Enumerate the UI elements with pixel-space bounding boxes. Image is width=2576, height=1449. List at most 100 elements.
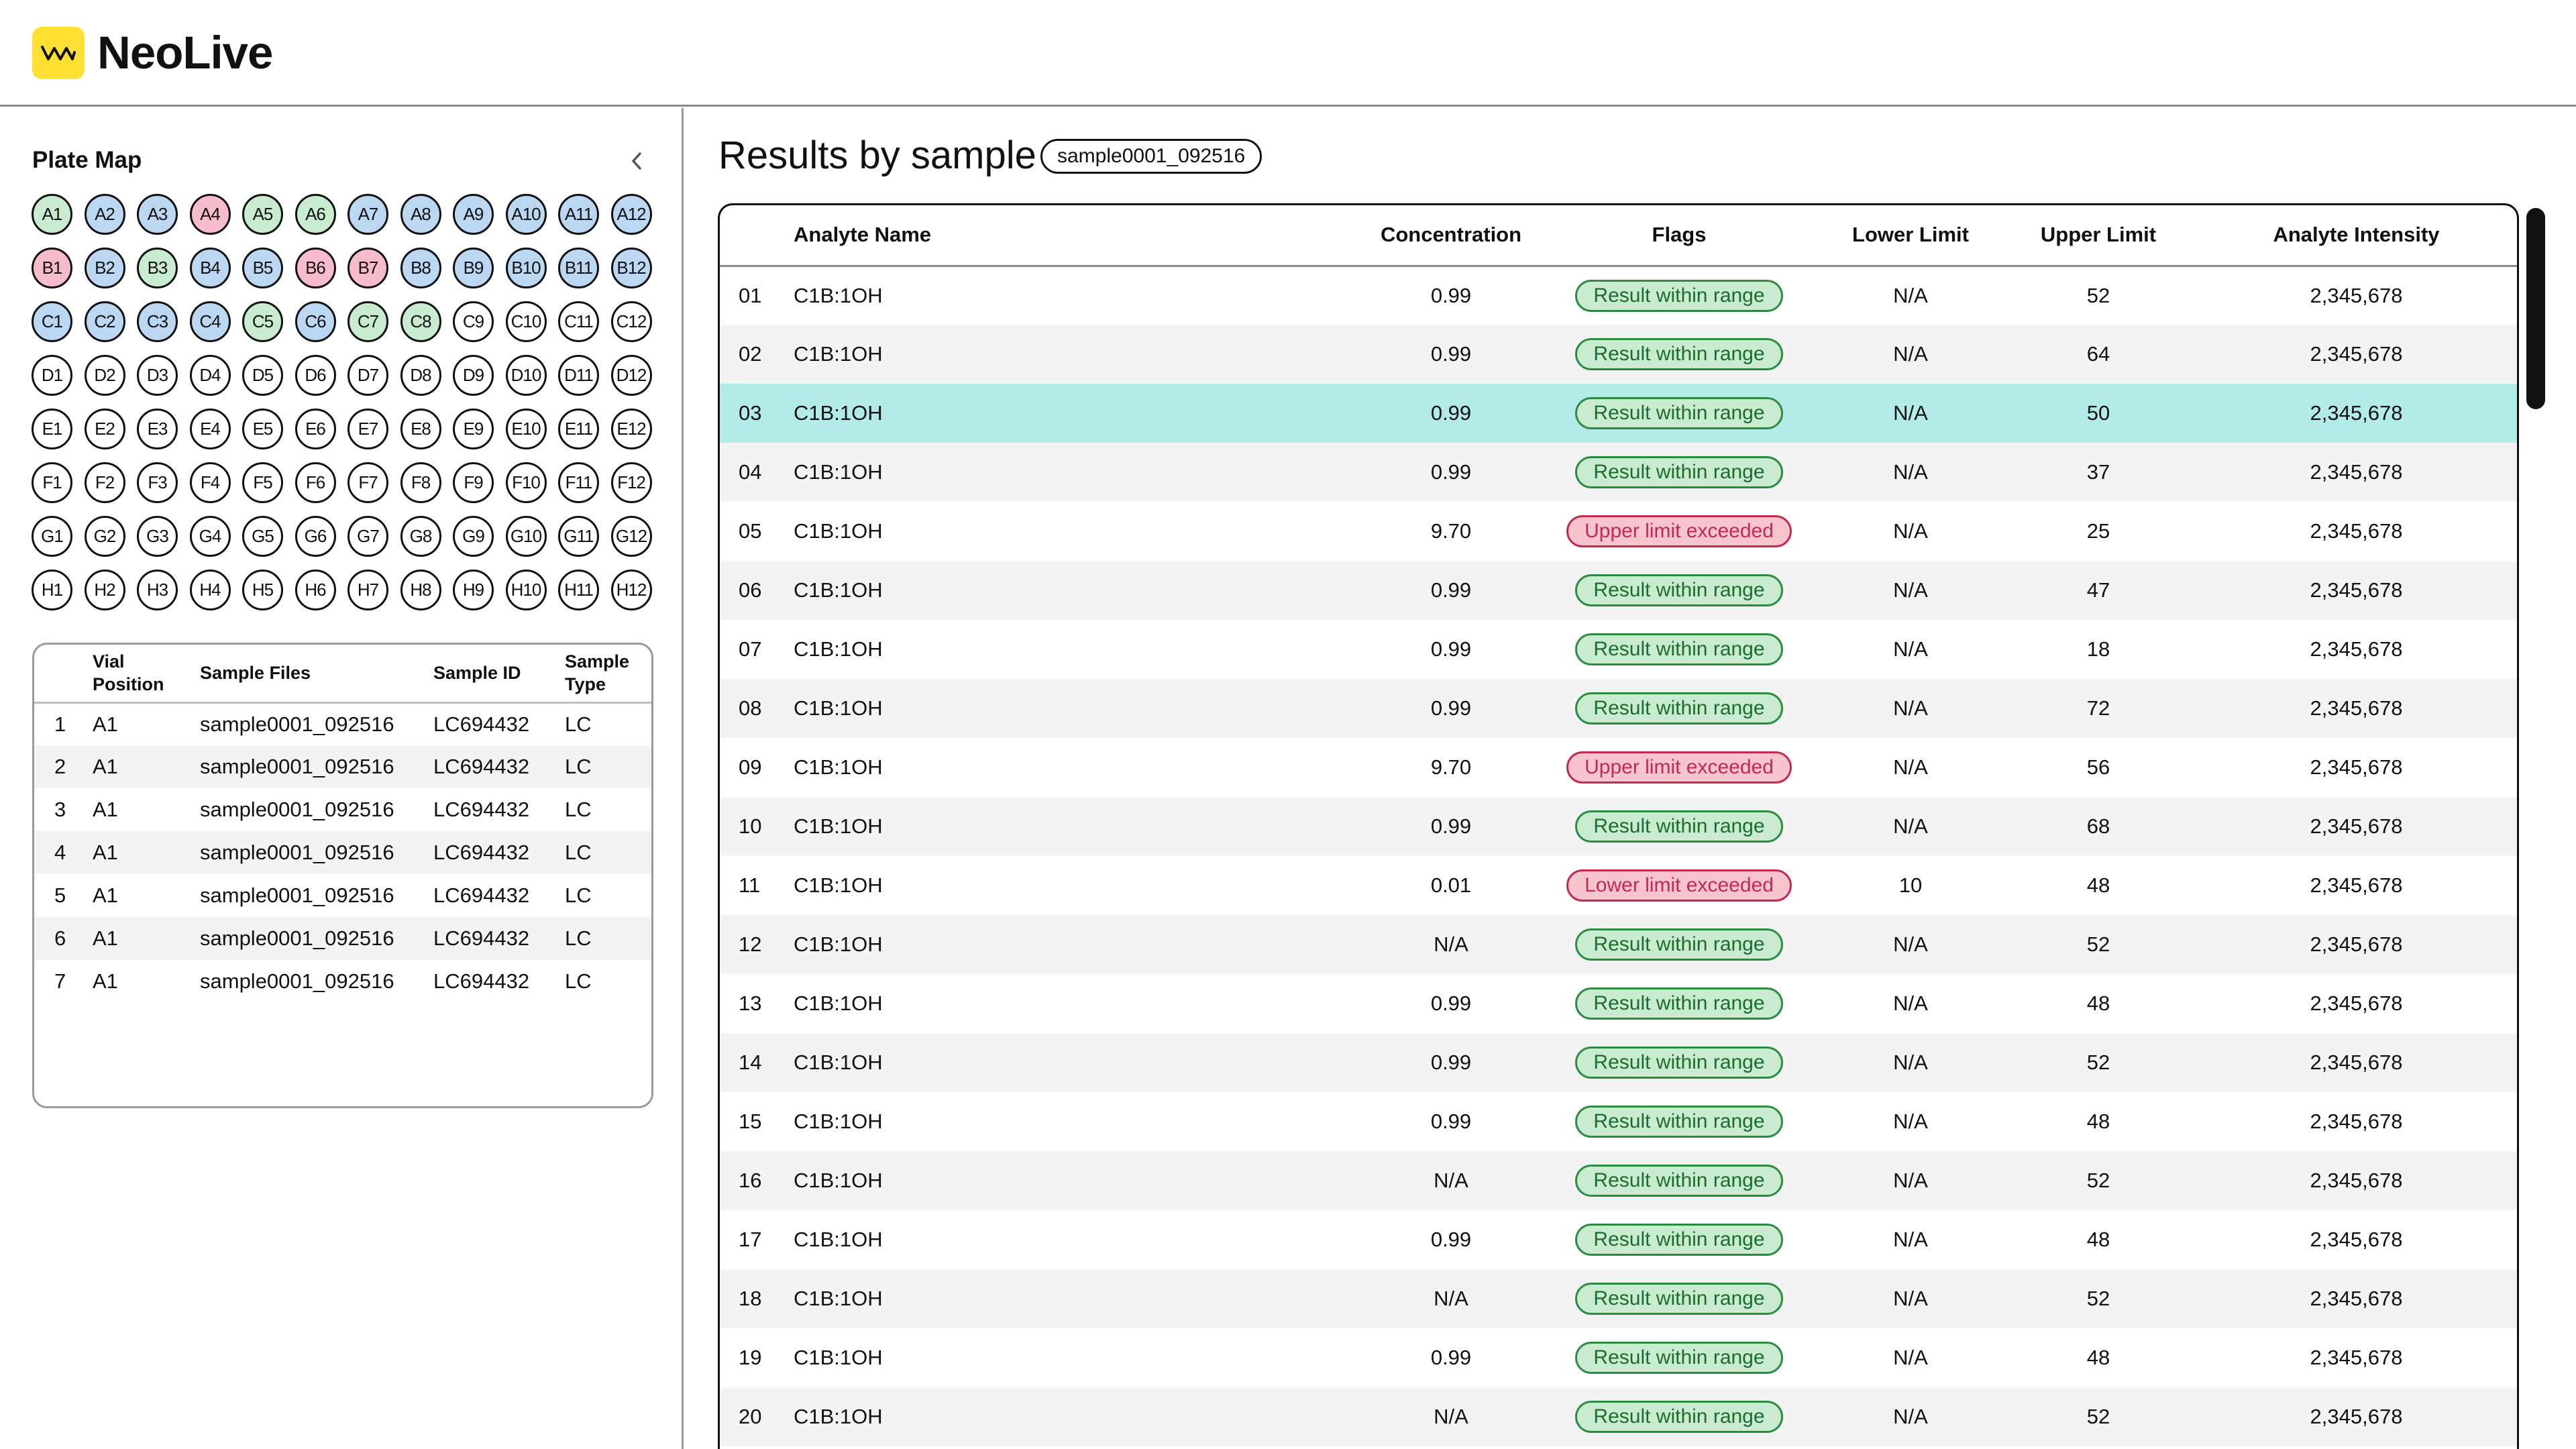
plate-well-h3[interactable]: H3 [137, 570, 178, 610]
plate-well-g9[interactable]: G9 [453, 516, 494, 557]
plate-well-b2[interactable]: B2 [84, 248, 125, 288]
plate-well-g1[interactable]: G1 [32, 516, 72, 557]
plate-well-e7[interactable]: E7 [347, 409, 388, 449]
plate-well-b6[interactable]: B6 [294, 248, 336, 288]
plate-well-h1[interactable]: H1 [32, 570, 72, 610]
plate-well-d11[interactable]: D11 [558, 355, 599, 396]
plate-well-g6[interactable]: G6 [294, 516, 336, 557]
col-header-analyte-name[interactable]: Analyte Name [794, 205, 1364, 267]
results-table-row[interactable]: 20 C1B:1OH N/A Result within range N/A 52 2,34… [720, 1387, 2517, 1446]
plate-well-f6[interactable]: F6 [294, 462, 336, 503]
plate-well-e9[interactable]: E9 [453, 409, 494, 449]
app-title[interactable]: NeoLive [97, 27, 273, 78]
sample-table-row[interactable]: 7 A1 sample0001_092516 LC694432 LC [34, 960, 651, 1003]
plate-well-g8[interactable]: G8 [400, 516, 441, 557]
plate-well-c1[interactable]: C1 [32, 301, 72, 342]
plate-well-h6[interactable]: H6 [294, 570, 336, 610]
neolive-logo-icon[interactable] [32, 27, 85, 79]
plate-well-c10[interactable]: C10 [505, 301, 547, 342]
plate-well-d2[interactable]: D2 [84, 355, 125, 396]
plate-well-f9[interactable]: F9 [453, 462, 494, 503]
plate-well-f7[interactable]: F7 [347, 462, 388, 503]
plate-well-f5[interactable]: F5 [242, 462, 283, 503]
plate-well-h9[interactable]: H9 [453, 570, 494, 610]
plate-well-g3[interactable]: G3 [137, 516, 178, 557]
plate-well-h8[interactable]: H8 [400, 570, 441, 610]
plate-well-b12[interactable]: B12 [610, 248, 652, 288]
col-header-sample-id[interactable]: Sample ID [433, 645, 565, 704]
plate-well-f12[interactable]: F12 [610, 462, 652, 503]
plate-well-d10[interactable]: D10 [505, 355, 547, 396]
plate-well-h4[interactable]: H4 [189, 570, 231, 610]
results-table-row[interactable]: 08 C1B:1OH 0.99 Result within range N/A 72 2,3… [720, 679, 2517, 738]
plate-well-h10[interactable]: H10 [505, 570, 547, 610]
plate-well-e5[interactable]: E5 [242, 409, 283, 449]
plate-well-a9[interactable]: A9 [453, 194, 494, 235]
col-header-vial-position[interactable]: Vial Position [93, 645, 200, 704]
plate-well-g12[interactable]: G12 [610, 516, 652, 557]
results-table-row[interactable]: 18 C1B:1OH N/A Result within range N/A 52 2,34… [720, 1269, 2517, 1328]
plate-well-h11[interactable]: H11 [558, 570, 599, 610]
plate-well-a6[interactable]: A6 [294, 194, 336, 235]
plate-well-a10[interactable]: A10 [505, 194, 547, 235]
sample-table-row[interactable]: 2 A1 sample0001_092516 LC694432 LC [34, 745, 651, 788]
results-table-row[interactable]: 03 C1B:1OH 0.99 Result within range N/A 50 2,3… [720, 384, 2517, 443]
results-table-row[interactable]: 11 C1B:1OH 0.01 Lower limit exceeded 10 48 2,3… [720, 856, 2517, 915]
results-table-row[interactable]: 02 C1B:1OH 0.99 Result within range N/A 64 2,3… [720, 325, 2517, 384]
plate-well-a11[interactable]: A11 [558, 194, 599, 235]
plate-well-b8[interactable]: B8 [400, 248, 441, 288]
plate-well-d7[interactable]: D7 [347, 355, 388, 396]
plate-well-c8[interactable]: C8 [400, 301, 441, 342]
plate-well-d1[interactable]: D1 [32, 355, 72, 396]
plate-well-a1[interactable]: A1 [32, 194, 72, 235]
plate-well-f4[interactable]: F4 [189, 462, 231, 503]
plate-well-d3[interactable]: D3 [137, 355, 178, 396]
plate-well-a3[interactable]: A3 [137, 194, 178, 235]
plate-well-f2[interactable]: F2 [84, 462, 125, 503]
plate-well-g7[interactable]: G7 [347, 516, 388, 557]
plate-well-e6[interactable]: E6 [294, 409, 336, 449]
plate-well-e4[interactable]: E4 [189, 409, 231, 449]
plate-well-g4[interactable]: G4 [189, 516, 231, 557]
plate-well-a12[interactable]: A12 [610, 194, 652, 235]
plate-well-f10[interactable]: F10 [505, 462, 547, 503]
results-table-row[interactable]: 05 C1B:1OH 9.70 Upper limit exceeded N/A 25 2,… [720, 502, 2517, 561]
collapse-panel-button[interactable] [621, 145, 653, 177]
plate-well-a8[interactable]: A8 [400, 194, 441, 235]
plate-well-e1[interactable]: E1 [32, 409, 72, 449]
plate-well-b11[interactable]: B11 [558, 248, 599, 288]
plate-well-a2[interactable]: A2 [84, 194, 125, 235]
plate-well-f1[interactable]: F1 [32, 462, 72, 503]
col-header-analyte-intensity[interactable]: Analyte Intensity [2196, 205, 2517, 267]
plate-well-c7[interactable]: C7 [347, 301, 388, 342]
plate-well-h2[interactable]: H2 [84, 570, 125, 610]
results-table-row[interactable]: 09 C1B:1OH 9.70 Upper limit exceeded N/A 56 2,… [720, 738, 2517, 797]
results-table-row[interactable]: 06 C1B:1OH 0.99 Result within range N/A 47 2,3… [720, 561, 2517, 620]
plate-well-d5[interactable]: D5 [242, 355, 283, 396]
sample-table-row[interactable]: 6 A1 sample0001_092516 LC694432 LC [34, 917, 651, 960]
plate-well-c4[interactable]: C4 [189, 301, 231, 342]
plate-well-a4[interactable]: A4 [189, 194, 231, 235]
results-scrollbar-thumb[interactable] [2526, 208, 2545, 409]
col-header-upper-limit[interactable]: Upper Limit [2001, 205, 2196, 267]
plate-well-b4[interactable]: B4 [189, 248, 231, 288]
plate-well-e11[interactable]: E11 [558, 409, 599, 449]
sample-table-row[interactable]: 3 A1 sample0001_092516 LC694432 LC [34, 788, 651, 831]
plate-well-d8[interactable]: D8 [400, 355, 441, 396]
plate-well-c11[interactable]: C11 [558, 301, 599, 342]
results-table-row[interactable]: 01 C1B:1OH 0.99 Result within range N/A 52 2,3… [720, 266, 2517, 325]
plate-well-f8[interactable]: F8 [400, 462, 441, 503]
results-table-row[interactable]: 10 C1B:1OH 0.99 Result within range N/A 68 2,3… [720, 797, 2517, 856]
plate-well-h7[interactable]: H7 [347, 570, 388, 610]
plate-well-h12[interactable]: H12 [610, 570, 652, 610]
sample-table-row[interactable]: 5 A1 sample0001_092516 LC694432 LC [34, 874, 651, 917]
plate-well-b5[interactable]: B5 [242, 248, 283, 288]
results-table-row[interactable]: 14 C1B:1OH 0.99 Result within range N/A 52 2,3… [720, 1033, 2517, 1092]
plate-well-b7[interactable]: B7 [347, 248, 388, 288]
results-table-row[interactable]: 07 C1B:1OH 0.99 Result within range N/A 18 2,3… [720, 620, 2517, 679]
col-header-concentration[interactable]: Concentration [1364, 205, 1538, 267]
sample-filter-chip[interactable]: sample0001_092516 [1040, 139, 1263, 174]
plate-well-d6[interactable]: D6 [294, 355, 336, 396]
plate-well-g2[interactable]: G2 [84, 516, 125, 557]
plate-well-e10[interactable]: E10 [505, 409, 547, 449]
